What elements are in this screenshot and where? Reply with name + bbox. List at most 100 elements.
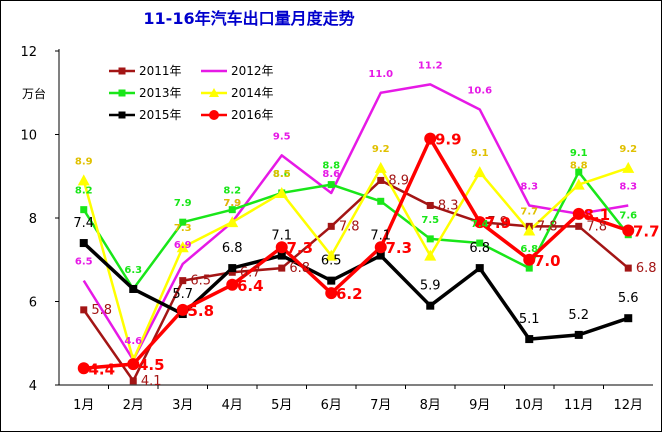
data-label: 11.2 — [418, 60, 443, 71]
data-point — [79, 239, 88, 248]
data-label: 6.9 — [174, 240, 192, 251]
data-label: 6.7 — [240, 265, 261, 280]
data-point — [80, 206, 88, 214]
data-point — [77, 174, 90, 186]
legend-label: 2015年 — [139, 108, 182, 122]
data-point — [575, 222, 583, 230]
data-point — [624, 264, 632, 272]
data-label: 10.6 — [467, 85, 492, 96]
data-label: 6.8 — [222, 241, 243, 256]
data-label: 11.0 — [368, 69, 393, 80]
data-label: 6.5 — [321, 254, 342, 269]
data-label: 7.4 — [471, 219, 489, 230]
data-point — [127, 358, 140, 371]
data-point — [325, 249, 338, 261]
legend-marker — [118, 67, 126, 75]
data-label: 8.8 — [570, 161, 588, 172]
chart-title: 11-16年汽车出口量月度走势 — [143, 9, 354, 28]
data-label: 7.8 — [537, 219, 558, 234]
data-label: 9.9 — [435, 131, 462, 149]
data-label: 7.4 — [73, 216, 94, 231]
data-label: 7.7 — [520, 207, 538, 218]
data-point — [525, 335, 534, 344]
legend: 2011年 2012年 2013年 2014年 2015年 2016年 — [109, 64, 274, 122]
legend-label: 2011年 — [139, 64, 182, 78]
tick-labels: 4 6 8 10 12 1月 2月 3月 4月 5月 6月 7月 8月 9月 10月 11月 12月 — [20, 45, 643, 413]
x-tick-label: 8月 — [420, 398, 441, 413]
data-label: 7.3 — [174, 223, 192, 234]
data-point — [228, 206, 236, 214]
data-label: 7.9 — [487, 215, 508, 230]
legend-label: 2016年 — [231, 108, 274, 122]
data-label: 8.1 — [583, 206, 610, 224]
data-label: 7.5 — [421, 215, 439, 226]
legend-marker — [118, 111, 126, 119]
data-label: 6.8 — [469, 241, 490, 256]
x-tick-label: 12月 — [613, 398, 643, 413]
data-point — [327, 276, 336, 285]
data-point — [176, 303, 189, 316]
data-label: 6.8 — [289, 261, 310, 276]
x-tick-label: 3月 — [172, 398, 193, 413]
data-point — [327, 181, 335, 189]
data-point — [572, 178, 585, 190]
data-label: 7.9 — [174, 198, 192, 209]
data-label: 6.5 — [190, 274, 211, 289]
data-point — [424, 249, 437, 261]
legend-marker — [118, 89, 126, 97]
y-tick-label: 6 — [29, 296, 37, 311]
data-label: 5.1 — [519, 312, 540, 327]
data-label: 6.2 — [336, 285, 363, 303]
data-point — [473, 216, 486, 229]
data-point — [426, 301, 435, 310]
y-tick-label: 4 — [29, 379, 37, 394]
data-point — [228, 264, 237, 273]
data-label: 8.3 — [520, 181, 538, 192]
data-point — [624, 314, 633, 323]
data-label: 5.8 — [91, 303, 112, 318]
data-label: 7.9 — [223, 198, 241, 209]
data-label: 5.9 — [420, 279, 441, 294]
data-label: 8.2 — [223, 186, 241, 197]
data-point — [574, 330, 583, 339]
data-label: 5.6 — [618, 291, 639, 306]
data-point — [176, 241, 189, 253]
y-axis-unit: 万台 — [22, 86, 46, 101]
data-point — [377, 197, 385, 205]
data-point — [426, 235, 434, 243]
data-label: 8.3 — [619, 181, 637, 192]
data-point — [275, 186, 288, 198]
data-point — [374, 241, 387, 254]
series-lines — [82, 83, 630, 383]
data-point — [424, 132, 437, 145]
data-label: 7.9 — [484, 214, 511, 232]
data-label: 7.7 — [633, 223, 660, 241]
series-line-2012年 — [82, 83, 629, 362]
data-point — [473, 166, 486, 178]
x-tick-label: 11月 — [564, 398, 594, 413]
data-label: 9.1 — [570, 148, 588, 159]
data-point — [228, 268, 236, 276]
data-point — [575, 168, 583, 176]
series-line-2016年 — [83, 136, 629, 371]
data-point — [226, 216, 239, 228]
data-label: 6.4 — [237, 277, 264, 295]
series-markers — [77, 132, 635, 385]
data-point — [80, 306, 88, 314]
x-tick-label: 2月 — [123, 398, 144, 413]
data-label: 9.2 — [372, 144, 390, 155]
data-label: 7.0 — [534, 252, 561, 270]
data-label: 4.1 — [141, 374, 162, 389]
data-label: 9.1 — [471, 148, 489, 159]
data-label: 6.8 — [520, 244, 538, 255]
data-point — [476, 239, 484, 247]
legend-marker — [209, 110, 219, 120]
data-label: 7.3 — [385, 239, 412, 257]
data-label: 5.7 — [172, 287, 193, 302]
data-label: 8.2 — [75, 186, 93, 197]
data-point — [179, 277, 187, 285]
x-tick-label: 5月 — [271, 398, 292, 413]
data-point — [226, 278, 239, 291]
